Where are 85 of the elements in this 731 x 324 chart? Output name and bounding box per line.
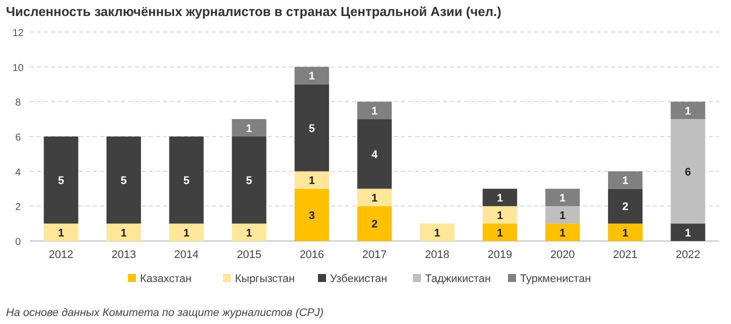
chart-title: Численность заключённых журналистов в странах Центральной Азии (чел.) bbox=[6, 4, 502, 19]
data-label: 1 bbox=[308, 70, 315, 83]
data-label: 2 bbox=[622, 201, 628, 214]
bar bbox=[106, 224, 141, 241]
bar bbox=[545, 188, 580, 206]
x-tick-label: 2021 bbox=[613, 249, 638, 261]
data-label: 2 bbox=[371, 218, 378, 231]
data-label: 6 bbox=[684, 166, 692, 178]
text: На основе данных Комитета по защите журналистов (CPJ) bbox=[6, 307, 324, 319]
y-tick-label: 6 bbox=[15, 132, 22, 144]
bar bbox=[44, 224, 78, 241]
bar bbox=[545, 206, 580, 224]
data-label: 5 bbox=[308, 122, 315, 135]
y-tick-label: 2 bbox=[15, 202, 22, 214]
x-tick-label: 2019 bbox=[488, 249, 512, 261]
bar bbox=[608, 188, 643, 224]
bar bbox=[169, 136, 204, 224]
bar bbox=[232, 224, 266, 241]
bar bbox=[420, 224, 454, 241]
x-tick-label: 2017 bbox=[362, 249, 387, 261]
bar bbox=[44, 136, 78, 224]
bar bbox=[232, 136, 266, 224]
legend-label: Кыргызстан bbox=[235, 273, 295, 285]
data-label: 1 bbox=[560, 192, 566, 204]
bar bbox=[482, 224, 518, 241]
bar bbox=[482, 206, 518, 224]
x-tick-label: 2020 bbox=[550, 249, 575, 261]
bar bbox=[294, 188, 330, 241]
data-label: 1 bbox=[496, 227, 503, 240]
data-label: 1 bbox=[308, 175, 315, 188]
data-label: 1 bbox=[560, 227, 566, 240]
bar bbox=[670, 119, 706, 224]
data-label: 1 bbox=[58, 227, 64, 240]
data-label: 1 bbox=[560, 210, 566, 222]
data-label: 5 bbox=[120, 175, 127, 188]
data-label: 1 bbox=[246, 227, 252, 240]
bar bbox=[670, 102, 706, 120]
data-label: 1 bbox=[371, 105, 378, 118]
x-tick-label: 2012 bbox=[48, 249, 74, 261]
legend-label: Туркменистан bbox=[520, 273, 591, 285]
bar bbox=[294, 66, 330, 84]
bar bbox=[106, 136, 141, 224]
x-tick-label: 2016 bbox=[300, 249, 324, 261]
data-label: 1 bbox=[434, 227, 440, 240]
bar bbox=[357, 119, 392, 189]
bar bbox=[169, 224, 204, 241]
legend-label: Узбекистан bbox=[330, 273, 388, 285]
x-tick-label: 2013 bbox=[111, 249, 136, 261]
data-label: 1 bbox=[246, 122, 252, 135]
data-label: 1 bbox=[622, 227, 628, 240]
data-label: 1 bbox=[183, 227, 190, 240]
legend-label: Казахстан bbox=[140, 273, 192, 285]
data-label: 1 bbox=[496, 210, 503, 222]
data-label: 5 bbox=[246, 175, 252, 188]
bar bbox=[232, 119, 266, 136]
bar bbox=[670, 224, 706, 241]
bar bbox=[357, 188, 392, 206]
y-tick-label: 10 bbox=[12, 62, 24, 74]
data-label: 5 bbox=[183, 175, 190, 188]
y-tick-label: 8 bbox=[15, 98, 22, 109]
data-label: 1 bbox=[496, 192, 503, 204]
bar bbox=[608, 224, 643, 241]
data-label: 1 bbox=[371, 192, 378, 204]
x-tick-label: 2015 bbox=[236, 249, 262, 261]
data-label: 1 bbox=[684, 105, 692, 118]
y-tick-label: 0 bbox=[15, 237, 22, 248]
data-label: 5 bbox=[58, 175, 64, 188]
data-label: 1 bbox=[622, 175, 628, 188]
y-tick-label: 4 bbox=[15, 167, 22, 178]
x-tick-label: 2018 bbox=[424, 249, 450, 261]
data-label: 3 bbox=[308, 210, 315, 222]
x-tick-label: 2014 bbox=[174, 249, 199, 261]
data-label: 4 bbox=[371, 148, 378, 161]
data-label: 1 bbox=[684, 227, 692, 240]
bar bbox=[294, 171, 330, 189]
bar bbox=[357, 206, 392, 241]
legend-label: Таджикистан bbox=[425, 273, 491, 285]
bar bbox=[357, 102, 392, 120]
bar bbox=[545, 224, 580, 241]
x-tick-label: 2022 bbox=[676, 249, 700, 261]
bar bbox=[608, 171, 643, 189]
y-tick-label: 12 bbox=[12, 28, 24, 39]
data-label: 1 bbox=[120, 227, 127, 240]
bar bbox=[482, 188, 518, 206]
bar bbox=[294, 84, 330, 172]
